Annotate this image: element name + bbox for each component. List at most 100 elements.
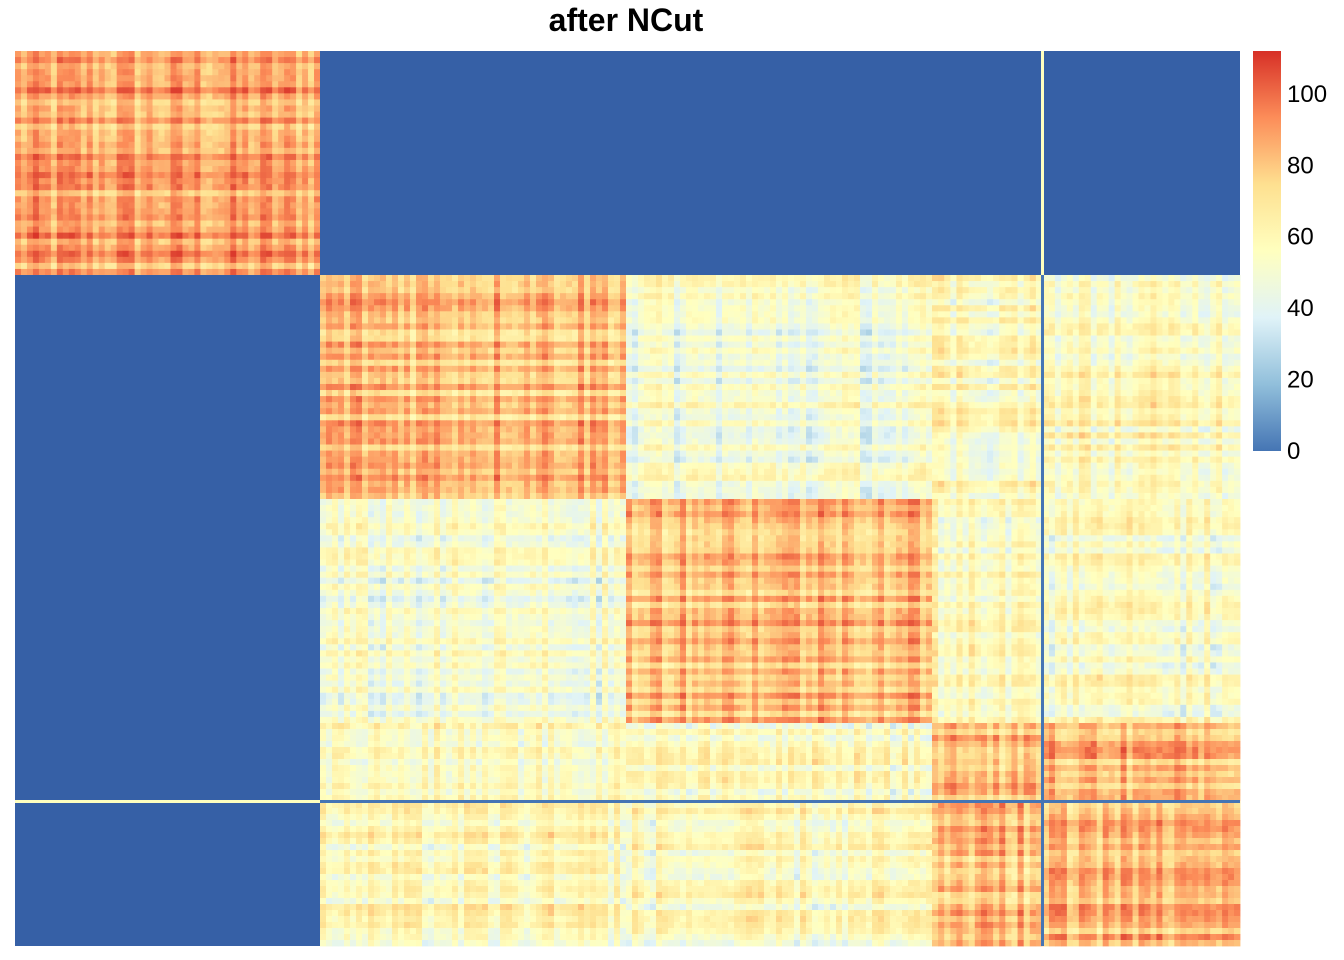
heatmap-cell bbox=[416, 377, 423, 385]
heatmap-cell bbox=[560, 420, 567, 427]
heatmap-cell bbox=[296, 196, 303, 203]
heatmap-cell bbox=[536, 383, 543, 391]
heatmap-cell bbox=[788, 305, 795, 312]
heatmap-cell bbox=[398, 390, 405, 397]
heatmap-cell bbox=[674, 299, 681, 306]
heatmap-cell bbox=[392, 438, 399, 445]
heatmap-cell bbox=[734, 383, 741, 391]
heatmap-cell bbox=[608, 408, 615, 415]
heatmap-cell bbox=[368, 468, 375, 476]
heatmap-cell bbox=[422, 462, 429, 470]
heatmap-cell bbox=[326, 323, 333, 330]
heatmap-cell bbox=[416, 444, 423, 451]
heatmap-cell bbox=[860, 377, 867, 385]
heatmap-cell bbox=[146, 141, 153, 149]
heatmap-cell bbox=[338, 396, 345, 403]
heatmap-cell bbox=[152, 141, 159, 149]
heatmap-cell bbox=[680, 311, 687, 318]
heatmap-cell bbox=[212, 172, 219, 179]
heatmap-cell bbox=[422, 359, 429, 367]
heatmap-cell bbox=[458, 492, 465, 500]
heatmap-cell bbox=[56, 262, 64, 270]
heatmap-cell bbox=[842, 365, 849, 373]
heatmap-cell bbox=[296, 166, 303, 173]
heatmap-cell bbox=[692, 281, 699, 288]
heatmap-cell bbox=[248, 117, 255, 125]
heatmap-cell bbox=[512, 426, 519, 433]
heatmap-cell bbox=[716, 323, 723, 330]
heatmap-cell bbox=[194, 93, 201, 100]
heatmap-cell bbox=[692, 287, 699, 294]
heatmap-cell bbox=[530, 305, 537, 312]
heatmap-cell bbox=[920, 329, 927, 336]
heatmap-cell bbox=[332, 287, 339, 294]
heatmap-cell bbox=[776, 335, 783, 342]
heatmap-cell bbox=[542, 420, 549, 427]
heatmap-cell bbox=[740, 377, 747, 385]
heatmap-cell bbox=[224, 172, 231, 179]
heatmap-cell bbox=[614, 317, 621, 324]
heatmap-cell bbox=[656, 371, 663, 379]
heatmap-cell bbox=[248, 57, 255, 64]
heatmap-cell bbox=[50, 153, 58, 161]
heatmap-cell bbox=[110, 166, 118, 173]
heatmap-cell bbox=[434, 323, 441, 330]
heatmap-cell bbox=[566, 311, 573, 318]
heatmap-cell bbox=[536, 329, 543, 336]
heatmap-cell bbox=[248, 202, 255, 209]
heatmap-cell bbox=[314, 99, 321, 106]
heatmap-cell bbox=[86, 135, 94, 143]
heatmap-cell bbox=[590, 341, 597, 349]
heatmap-cell bbox=[566, 359, 573, 367]
heatmap-cell bbox=[500, 287, 507, 294]
heatmap-cell bbox=[698, 293, 705, 300]
heatmap-cell bbox=[206, 268, 213, 276]
heatmap-cell bbox=[15, 123, 22, 131]
heatmap-cell bbox=[620, 486, 627, 494]
heatmap-cell bbox=[746, 371, 753, 379]
heatmap-cell bbox=[632, 305, 639, 312]
heatmap-cell bbox=[572, 377, 579, 385]
heatmap-cell bbox=[32, 256, 40, 264]
heatmap-cell bbox=[638, 383, 645, 391]
heatmap-cell bbox=[398, 432, 405, 439]
heatmap-cell bbox=[800, 287, 807, 294]
heatmap-cell bbox=[314, 141, 321, 149]
heatmap-cell bbox=[128, 262, 136, 270]
heatmap-cell bbox=[398, 480, 405, 488]
heatmap-cell bbox=[692, 305, 699, 312]
heatmap-cell bbox=[878, 287, 885, 294]
heatmap-cell bbox=[356, 396, 363, 403]
heatmap-cell bbox=[608, 438, 615, 445]
heatmap-cell bbox=[608, 293, 615, 300]
heatmap-cell bbox=[908, 311, 915, 318]
heatmap-cell bbox=[476, 414, 483, 421]
heatmap-cell bbox=[890, 317, 897, 324]
heatmap-cell bbox=[320, 426, 327, 433]
heatmap-cell bbox=[566, 420, 573, 427]
heatmap-cell bbox=[194, 63, 201, 70]
heatmap-cell bbox=[386, 383, 393, 391]
heatmap-cell bbox=[650, 414, 657, 421]
heatmap-cell bbox=[878, 305, 885, 312]
heatmap-cell bbox=[260, 250, 267, 258]
heatmap-cell bbox=[776, 377, 783, 385]
heatmap-cell bbox=[530, 317, 537, 324]
heatmap-cell bbox=[134, 220, 141, 227]
heatmap-cell bbox=[470, 293, 477, 300]
heatmap-cell bbox=[296, 81, 303, 88]
heatmap-cell bbox=[38, 214, 46, 221]
heatmap-cell bbox=[518, 377, 525, 385]
heatmap-cell bbox=[428, 305, 435, 312]
heatmap-cell bbox=[896, 275, 903, 282]
heatmap-cell bbox=[296, 87, 303, 94]
heatmap-cell bbox=[410, 371, 417, 379]
heatmap-cell bbox=[668, 402, 675, 409]
heatmap-cell bbox=[434, 281, 441, 288]
heatmap-cell bbox=[368, 341, 375, 349]
heatmap-cell bbox=[194, 129, 201, 137]
heatmap-cell bbox=[812, 293, 819, 300]
heatmap-cell bbox=[362, 359, 369, 367]
heatmap-cell bbox=[242, 232, 249, 240]
heatmap-cell bbox=[278, 250, 285, 258]
